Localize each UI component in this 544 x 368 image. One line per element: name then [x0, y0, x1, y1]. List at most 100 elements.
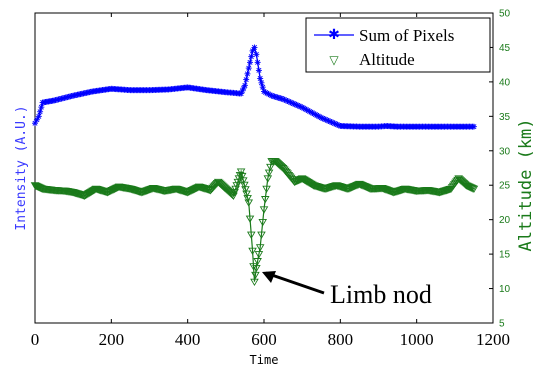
- asterisk-stroke: [248, 54, 254, 60]
- right-axis-label: Altitude (km): [516, 118, 536, 251]
- data-point-altitude: [103, 189, 112, 197]
- asterisk-stroke: [253, 51, 259, 57]
- data-point-altitude: [236, 168, 246, 176]
- right-tick-label: 45: [499, 43, 511, 54]
- x-axis-label: Time: [250, 353, 279, 367]
- data-point-altitude: [257, 231, 266, 239]
- annotation-arrowhead: [262, 271, 276, 283]
- data-point-altitude: [348, 183, 357, 192]
- x-tick-label: 0: [31, 330, 40, 349]
- data-point-altitude: [250, 278, 259, 287]
- data-point-altitude: [104, 188, 113, 196]
- data-point-sum: [245, 65, 252, 72]
- data-point-altitude: [248, 247, 257, 256]
- asterisk-stroke: [36, 113, 42, 119]
- data-point-altitude: [249, 263, 258, 271]
- series-sum-of-pixels: [32, 44, 477, 130]
- data-point-altitude: [252, 264, 261, 273]
- data-point-altitude: [241, 186, 250, 194]
- asterisk-stroke: [471, 124, 477, 130]
- right-tick-label: 20: [499, 215, 511, 226]
- data-point-sum: [257, 75, 264, 82]
- x-tick-label: 200: [99, 330, 125, 349]
- data-point-sum: [254, 59, 261, 66]
- data-point-altitude: [263, 175, 273, 183]
- data-point-sum: [259, 84, 266, 91]
- asterisk-stroke: [257, 75, 263, 81]
- data-point-altitude: [349, 183, 358, 191]
- data-point-altitude: [244, 199, 254, 207]
- right-tick-label: 30: [499, 146, 511, 157]
- data-point-altitude: [294, 176, 304, 185]
- legend-marker-sum: ✱: [328, 27, 340, 43]
- data-point-altitude: [189, 186, 198, 194]
- asterisk-stroke: [258, 80, 264, 86]
- legend-label-sum: Sum of Pixels: [359, 26, 454, 45]
- right-tick-label: 40: [499, 77, 511, 88]
- data-point-altitude: [290, 178, 299, 187]
- data-point-sum: [244, 70, 251, 77]
- data-point-altitude: [111, 185, 120, 193]
- x-axis-ticks: 0 200 400 600 800 1000 1200: [31, 13, 510, 349]
- x-tick-label: 1000: [400, 330, 434, 349]
- data-point-altitude: [266, 163, 275, 172]
- right-tick-label: 15: [499, 250, 511, 261]
- x-tick-label: 800: [328, 330, 354, 349]
- data-point-altitude: [190, 185, 199, 194]
- data-point-sum: [241, 82, 248, 89]
- legend-label-altitude: Altitude: [359, 50, 415, 69]
- data-point-altitude: [292, 177, 301, 186]
- legend-box: [305, 17, 491, 73]
- asterisk-stroke: [256, 67, 262, 73]
- data-point-altitude: [254, 251, 264, 259]
- data-point-sum: [251, 44, 258, 51]
- legend-marker-altitude: ▽: [329, 53, 339, 67]
- data-point-altitude: [251, 271, 260, 280]
- data-point-sum: [258, 79, 265, 86]
- data-point-altitude: [467, 184, 477, 193]
- asterisk-stroke: [255, 59, 261, 65]
- annotation-text: Limb nod: [330, 280, 432, 309]
- data-point-altitude: [259, 206, 269, 214]
- asterisk-stroke: [37, 109, 43, 115]
- data-point-sum: [247, 59, 254, 66]
- right-tick-label: 35: [499, 112, 511, 123]
- data-point-altitude: [344, 185, 354, 193]
- data-point-sum: [243, 76, 250, 83]
- annotation-arrow: [265, 271, 325, 295]
- data-point-altitude: [345, 184, 355, 193]
- asterisk-stroke: [38, 104, 44, 110]
- data-point-altitude: [240, 181, 249, 190]
- left-axis-label: Intensity (A.U.): [14, 105, 29, 230]
- data-point-altitude: [242, 190, 251, 198]
- data-point-altitude: [466, 184, 475, 192]
- data-point-altitude: [260, 196, 270, 204]
- data-point-altitude: [183, 189, 192, 197]
- asterisk-stroke: [244, 71, 250, 77]
- data-point-sum: [37, 108, 44, 115]
- data-point-altitude: [255, 244, 265, 252]
- x-tick-label: 400: [175, 330, 201, 349]
- asterisk-stroke: [251, 44, 257, 50]
- data-point-altitude: [291, 178, 300, 186]
- data-point-altitude: [364, 184, 373, 193]
- data-point-sum: [255, 67, 262, 74]
- data-point-altitude: [187, 186, 197, 195]
- data-point-altitude: [253, 258, 262, 266]
- right-tick-label: 25: [499, 181, 511, 192]
- asterisk-stroke: [246, 65, 252, 71]
- data-point-altitude: [350, 182, 360, 191]
- data-point-altitude: [343, 185, 353, 194]
- data-point-altitude: [106, 187, 116, 195]
- data-point-altitude: [245, 215, 255, 223]
- data-point-altitude: [105, 188, 115, 196]
- data-point-altitude: [186, 187, 196, 195]
- x-tick-label: 1200: [476, 330, 510, 349]
- data-point-altitude: [262, 185, 271, 194]
- data-point-altitude: [243, 195, 252, 203]
- x-tick-label: 600: [251, 330, 277, 349]
- data-point-sum: [253, 51, 260, 58]
- data-point-altitude: [110, 185, 119, 194]
- data-point-sum: [35, 113, 42, 120]
- data-point-sum: [248, 53, 255, 60]
